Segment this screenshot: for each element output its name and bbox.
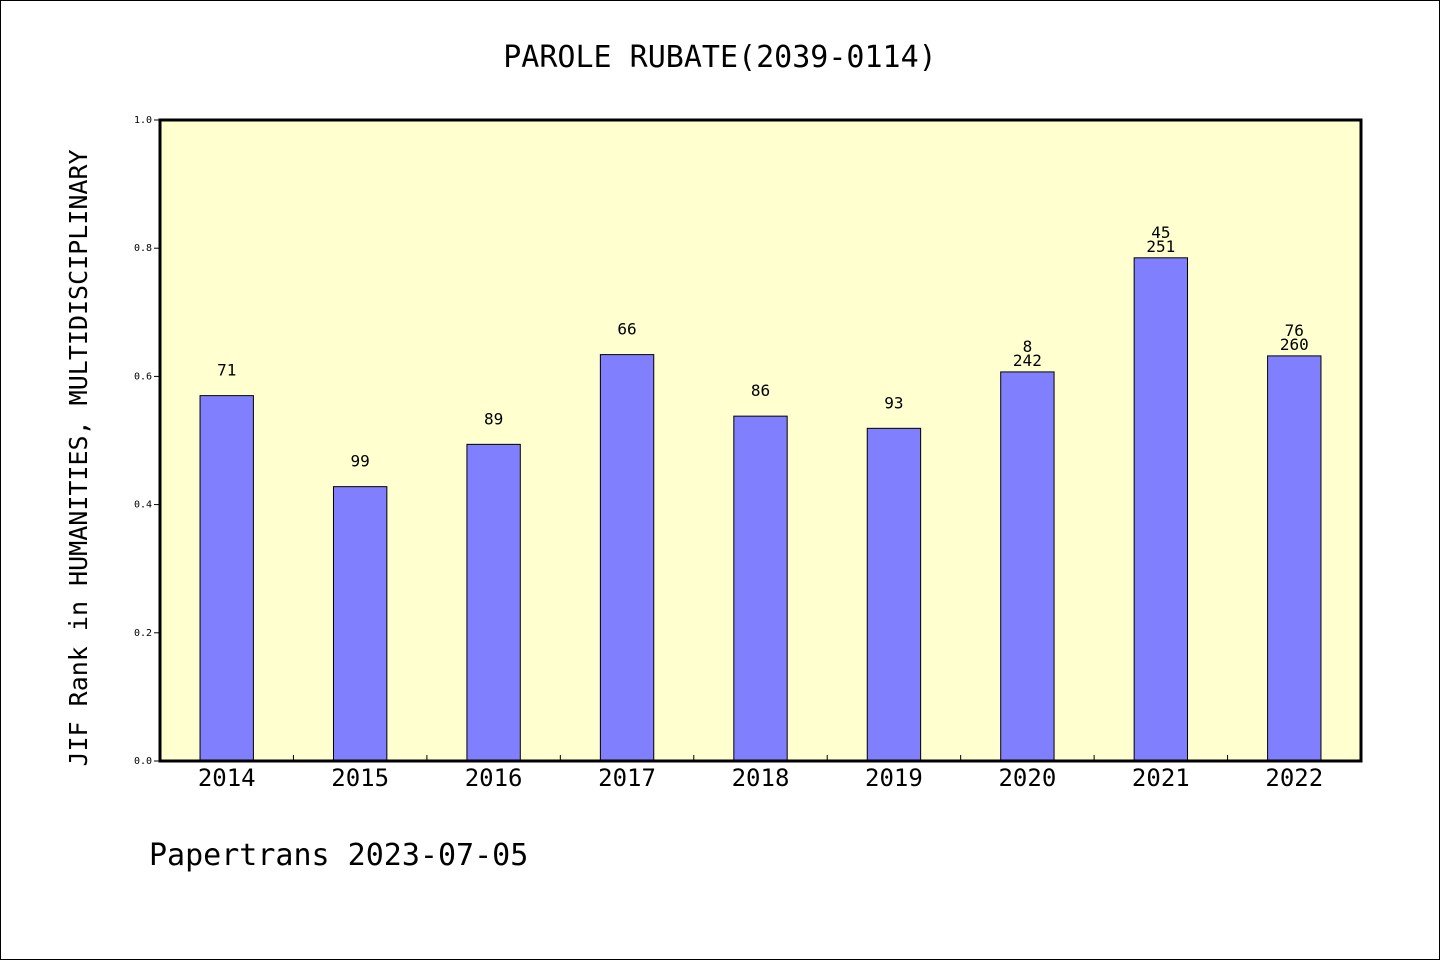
data-label: 8 bbox=[1023, 337, 1033, 356]
x-tick-label: 2014 bbox=[198, 764, 256, 792]
x-tick-label: 2019 bbox=[865, 764, 923, 792]
bar-2014 bbox=[199, 395, 254, 762]
y-ticks-group: 0.0 0.2 0.4 0.6 0.8 1.0 bbox=[134, 115, 160, 767]
bar-2018 bbox=[733, 415, 788, 762]
bar-2021 bbox=[1133, 257, 1189, 762]
x-tick-label: 2022 bbox=[1265, 764, 1323, 792]
bar-2022 bbox=[1267, 355, 1322, 762]
footer-text: Papertrans 2023-07-05 bbox=[149, 838, 528, 873]
x-tick-label: 2017 bbox=[598, 764, 656, 792]
x-tick-label: 2018 bbox=[732, 764, 790, 792]
data-label: 45 bbox=[1151, 223, 1170, 242]
bar-2017 bbox=[599, 354, 655, 762]
x-tick-label: 2016 bbox=[465, 764, 523, 792]
data-label: 93 bbox=[884, 393, 903, 412]
data-label: 260 bbox=[1280, 335, 1309, 354]
y-axis-label: JIF Rank in HUMANITIES, MULTIDISCIPLINAR… bbox=[64, 149, 93, 766]
plot-border bbox=[158, 118, 1363, 763]
y-tick-label: 1.0 bbox=[134, 115, 152, 126]
x-ticks-group: 2014 2015 2016 2017 2018 2019 2020 2021 2022 bbox=[198, 755, 1323, 792]
data-label: 71 bbox=[217, 361, 236, 380]
bars-group bbox=[199, 257, 1322, 762]
x-tick-label: 2020 bbox=[998, 764, 1056, 792]
bar-2019 bbox=[866, 427, 922, 762]
data-label: 89 bbox=[484, 409, 503, 428]
y-tick-label: 0.4 bbox=[134, 500, 152, 511]
data-label: 99 bbox=[351, 452, 370, 471]
data-label: 242 bbox=[1013, 351, 1042, 370]
bar-2020 bbox=[1000, 371, 1055, 762]
data-label: 76 bbox=[1285, 321, 1304, 340]
y-tick-label: 0.8 bbox=[134, 243, 152, 254]
bar-2016 bbox=[466, 443, 521, 762]
x-tick-label: 2021 bbox=[1132, 764, 1190, 792]
data-label: 86 bbox=[751, 381, 770, 400]
y-tick-label: 0.0 bbox=[134, 756, 152, 767]
chart-title: PAROLE RUBATE(2039-0114) bbox=[503, 40, 936, 75]
bar-2015 bbox=[332, 486, 388, 762]
data-label: 251 bbox=[1146, 237, 1175, 256]
data-label: 66 bbox=[617, 320, 636, 339]
x-tick-label: 2015 bbox=[331, 764, 389, 792]
y-tick-label: 0.2 bbox=[134, 628, 152, 639]
y-tick-label: 0.6 bbox=[134, 371, 152, 382]
